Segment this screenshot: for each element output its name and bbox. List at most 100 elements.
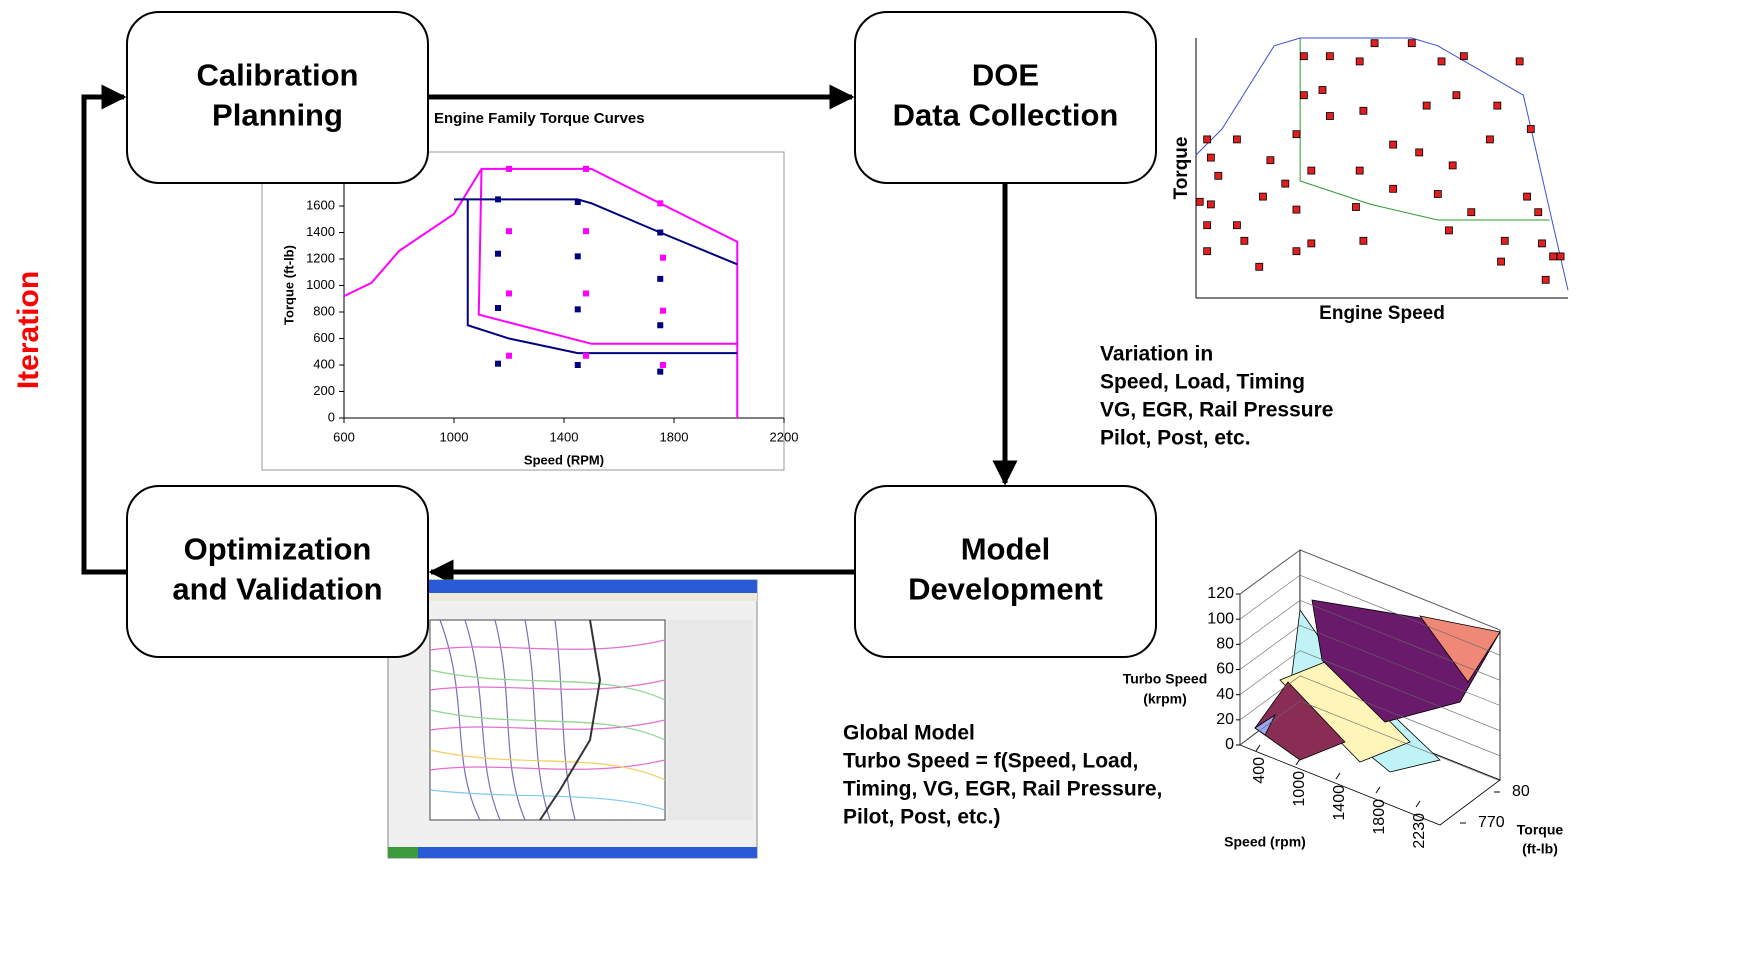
z-tick-label: 120 [1207, 585, 1234, 602]
data-point [1293, 206, 1300, 213]
data-point [1538, 240, 1545, 247]
process-label: Development [908, 572, 1103, 607]
data-point [1300, 92, 1307, 99]
data-point [1494, 102, 1501, 109]
y-axis-label: (ft-lb) [1522, 841, 1558, 857]
annotation: VG, EGR, Rail Pressure [1100, 399, 1333, 422]
data-point [1453, 92, 1460, 99]
data-point [1196, 198, 1203, 205]
software-screenshot [388, 580, 757, 858]
z-tick-label: 60 [1216, 661, 1234, 678]
data-point [1438, 58, 1445, 65]
z-axis-label: Turbo Speed [1123, 671, 1208, 687]
y-tick-label: 770 [1478, 814, 1505, 831]
x-tick-label: 2200 [770, 429, 799, 444]
surface-plot [1240, 550, 1500, 825]
data-point [1408, 40, 1415, 47]
data-point [1390, 185, 1397, 192]
data-point [1293, 248, 1300, 255]
data-point [495, 361, 501, 367]
iteration-label: Iteration [12, 271, 45, 389]
y-tick-label: 600 [313, 330, 335, 345]
data-point [1535, 209, 1542, 216]
page: Iteration Engine Family Torque C [0, 0, 1748, 963]
y-tick-label: 1000 [306, 277, 335, 292]
data-point [1498, 258, 1505, 265]
data-point [1356, 167, 1363, 174]
x-axis-label: Speed (RPM) [524, 452, 604, 467]
z-tick-label: 40 [1216, 686, 1234, 703]
data-point [1468, 209, 1475, 216]
data-point [583, 290, 589, 296]
y-tick-label: 0 [328, 409, 335, 424]
y-axis-label: Torque [1171, 137, 1192, 200]
process-label: Data Collection [893, 98, 1119, 133]
y-tick-label: 1400 [306, 224, 335, 239]
data-point [1371, 40, 1378, 47]
data-point [1352, 204, 1359, 211]
data-point [583, 353, 589, 359]
data-point [657, 369, 663, 375]
x-tick-label: 600 [333, 429, 355, 444]
data-point [657, 322, 663, 328]
data-point [1207, 201, 1214, 208]
x-axis-label: Engine Speed [1319, 303, 1445, 324]
data-point [1557, 253, 1564, 260]
data-point [1233, 136, 1240, 143]
data-point [1241, 237, 1248, 244]
y-tick-label: 1200 [306, 250, 335, 265]
data-point [1282, 180, 1289, 187]
z-axis-label: (krpm) [1143, 691, 1187, 707]
x-tick-label: 1000 [440, 429, 469, 444]
data-point [1460, 53, 1467, 60]
data-point [1501, 237, 1508, 244]
z-tick-label: 20 [1216, 711, 1234, 728]
y-tick-label: 80 [1512, 783, 1530, 800]
data-point [657, 230, 663, 236]
annotation: Global Model [843, 722, 975, 745]
data-point [1524, 193, 1531, 200]
data-point [1416, 149, 1423, 156]
data-point [495, 251, 501, 257]
data-point [575, 199, 581, 205]
data-point [506, 228, 512, 234]
y-tick-label: 200 [313, 383, 335, 398]
data-point [575, 306, 581, 312]
data-point [1308, 240, 1315, 247]
z-tick-label: 100 [1207, 610, 1234, 627]
data-point [1259, 193, 1266, 200]
series-line [1196, 38, 1568, 290]
data-point [1326, 113, 1333, 120]
y-tick-label: 800 [313, 303, 335, 318]
data-point [1293, 131, 1300, 138]
annotation: Pilot, Post, etc. [1100, 427, 1251, 450]
annotation: Pilot, Post, etc.) [843, 806, 1001, 829]
x-tick-label: 1800 [660, 429, 689, 444]
data-point [575, 253, 581, 259]
process-label: Planning [212, 98, 343, 133]
data-point [660, 255, 666, 261]
process-label: Calibration [197, 58, 359, 93]
data-point [583, 166, 589, 172]
z-tick-label: 0 [1225, 736, 1234, 753]
data-point [575, 362, 581, 368]
data-point [1308, 167, 1315, 174]
x-tick-label: 1400 [550, 429, 579, 444]
data-point [506, 166, 512, 172]
y-axis-label: Torque [1517, 822, 1564, 838]
data-point [657, 276, 663, 282]
data-point [1319, 87, 1326, 94]
process-label: Model [961, 532, 1051, 567]
annotation: Variation in [1100, 343, 1213, 366]
data-point [660, 362, 666, 368]
data-point [1527, 126, 1534, 133]
annotation: Timing, VG, EGR, Rail Pressure, [843, 778, 1162, 801]
x-tick-label: 400 [1251, 757, 1268, 784]
data-point [657, 200, 663, 206]
process-label: and Validation [172, 572, 382, 607]
data-point [1542, 276, 1549, 283]
y-tick-label: 400 [313, 356, 335, 371]
data-point [1445, 227, 1452, 234]
data-point [1434, 191, 1441, 198]
x-axis-label: Speed (rpm) [1224, 834, 1306, 850]
